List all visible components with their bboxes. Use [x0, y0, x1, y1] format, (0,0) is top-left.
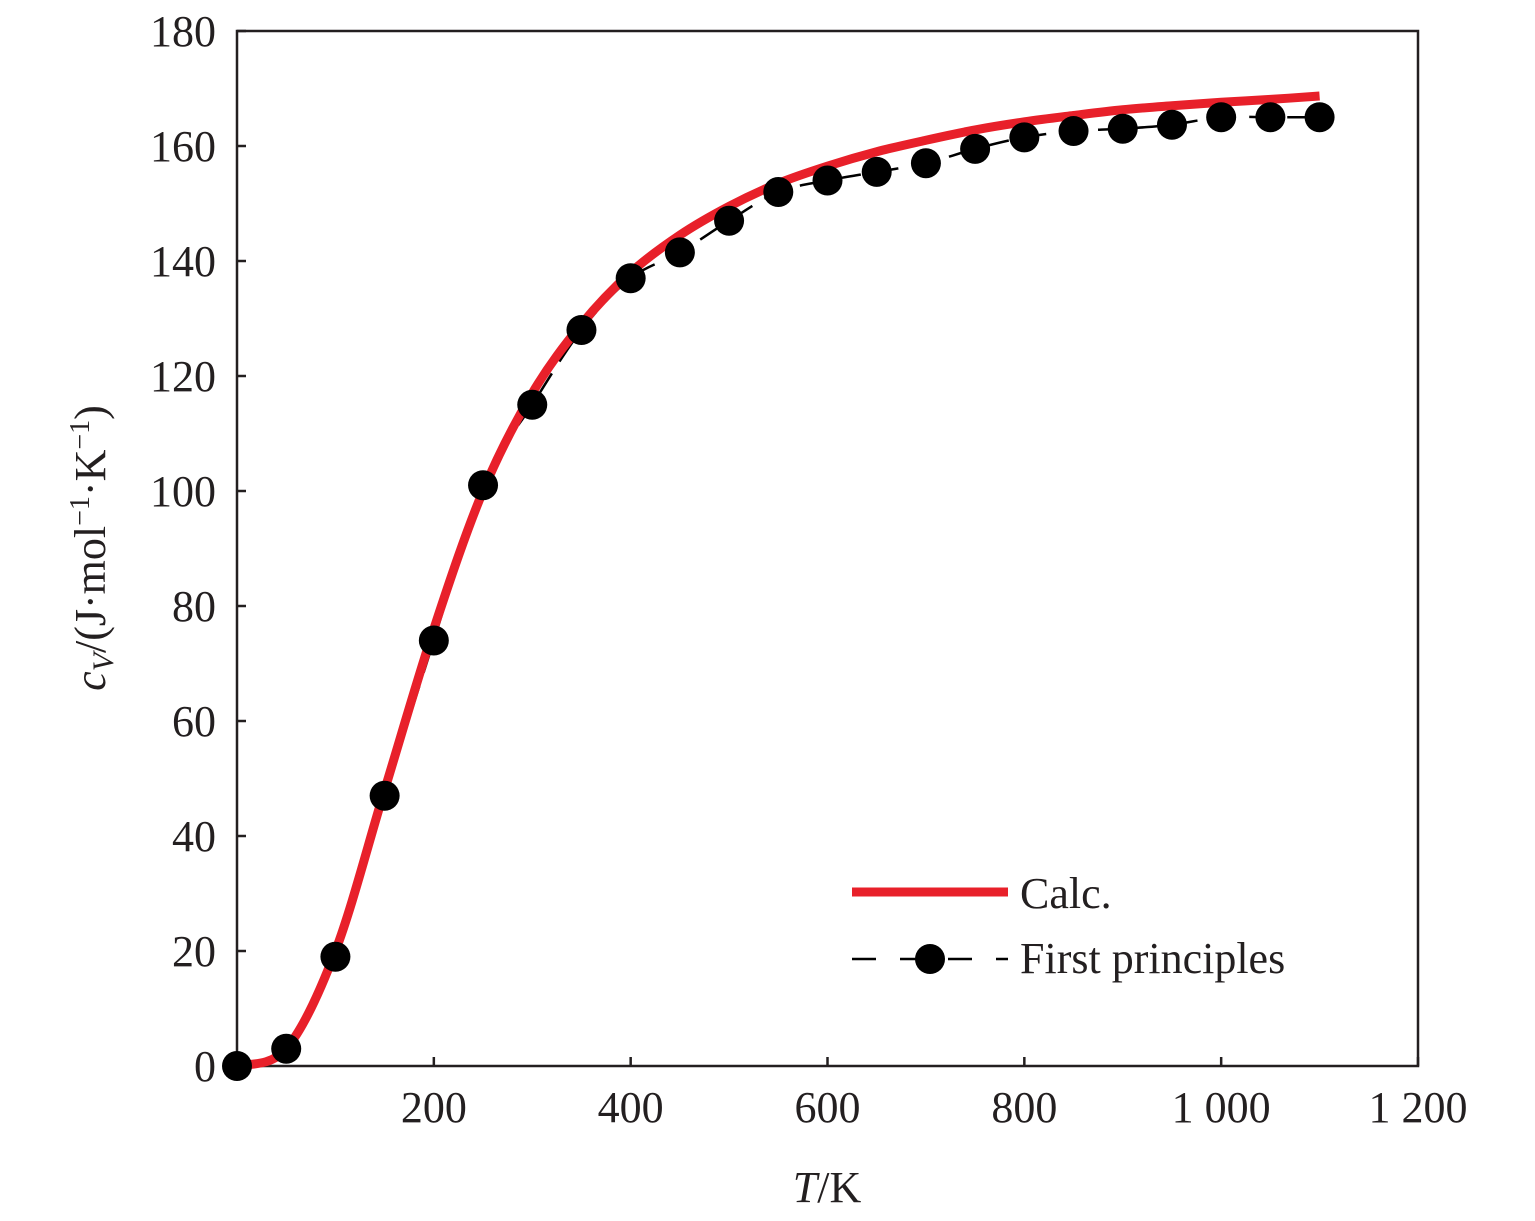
first-principles-point: [1304, 102, 1335, 133]
ticks: 200 400 600 800 1 000 1 200 0 20 40 60 80 100 120 140…: [150, 7, 1468, 1132]
first-principles-point: [1107, 113, 1138, 144]
first-principles-point: [418, 625, 449, 656]
first-principles-point: [1009, 122, 1040, 153]
first-principles-point: [812, 165, 843, 196]
first-principles-point: [320, 941, 351, 972]
y-tick-label: 100: [150, 467, 216, 516]
first-principles-point: [1255, 102, 1286, 133]
series-group: [222, 91, 1335, 1081]
y-tick-label: 0: [194, 1042, 216, 1091]
first-principles-point: [468, 470, 499, 501]
first-principles-point: [1058, 116, 1089, 147]
legend-fp-marker: [915, 944, 945, 974]
first-principles-point: [910, 148, 941, 179]
x-tick-label: 1 200: [1369, 1083, 1468, 1132]
first-principles-point: [763, 177, 794, 207]
legend-calc-label: Calc.: [1020, 869, 1112, 918]
calc-line: [235, 91, 1320, 1071]
first-principles-point: [861, 156, 892, 187]
first-principles-point: [1206, 102, 1237, 133]
first-principles-point: [566, 315, 597, 345]
first-principles-point: [271, 1033, 302, 1064]
first-principles-point: [615, 263, 646, 294]
x-tick-label: 800: [991, 1083, 1057, 1132]
first-principles-point: [714, 205, 745, 236]
y-axis-label: cV/(J·mol−1·K−1): [65, 405, 120, 691]
x-axis-label: T/K: [793, 1163, 862, 1212]
y-tick-label: 60: [172, 697, 216, 746]
first-principles-point: [222, 1051, 252, 1081]
y-tick-label: 180: [150, 7, 216, 56]
x-tick-label: 600: [795, 1083, 861, 1132]
first-principles-point: [1156, 109, 1187, 140]
first-principles-point: [664, 237, 695, 268]
y-tick-label: 40: [172, 812, 216, 861]
y-tick-label: 140: [150, 237, 216, 286]
y-tick-label: 20: [172, 927, 216, 976]
y-tick-label: 80: [172, 582, 216, 631]
x-tick-label: 1 000: [1172, 1083, 1271, 1132]
y-tick-label: 160: [150, 122, 216, 171]
first-principles-point: [960, 133, 991, 164]
first-principles-point: [369, 780, 400, 811]
legend: Calc. First principles: [852, 869, 1285, 983]
x-tick-label: 200: [401, 1083, 467, 1132]
first-principles-line: [236, 115, 1320, 1068]
legend-fp-label: First principles: [1020, 934, 1285, 983]
x-tick-label: 400: [598, 1083, 664, 1132]
y-tick-label: 120: [150, 352, 216, 401]
first-principles-point: [517, 389, 548, 420]
